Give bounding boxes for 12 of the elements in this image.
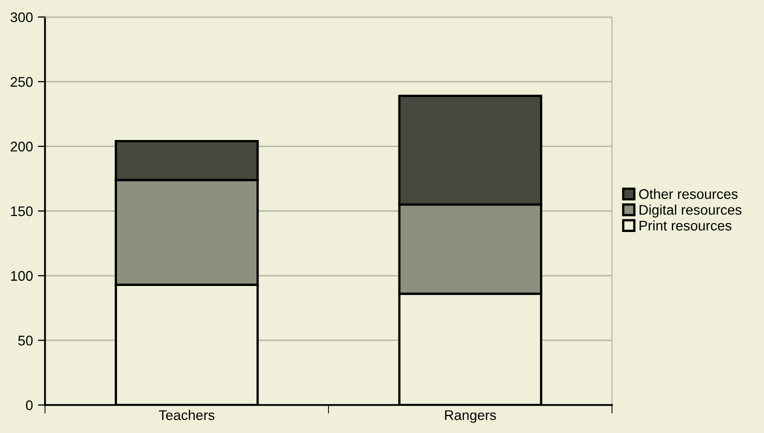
y-tick-label: 50 (18, 336, 33, 346)
y-tick-label: 300 (10, 12, 33, 22)
x-tick-label: Teachers (158, 410, 214, 420)
x-tick-label: Rangers (445, 410, 496, 423)
legend-label: Other resources (639, 188, 738, 199)
y-tick-label: 250 (10, 77, 33, 87)
y-tick-label: 0 (26, 400, 33, 410)
y-tick-label: 200 (10, 142, 33, 152)
y-tick-label: 150 (11, 206, 33, 216)
y-tick-label: 100 (11, 271, 33, 281)
legend-label: Digital resources (640, 204, 742, 218)
legend-label: Print resources (640, 220, 732, 231)
